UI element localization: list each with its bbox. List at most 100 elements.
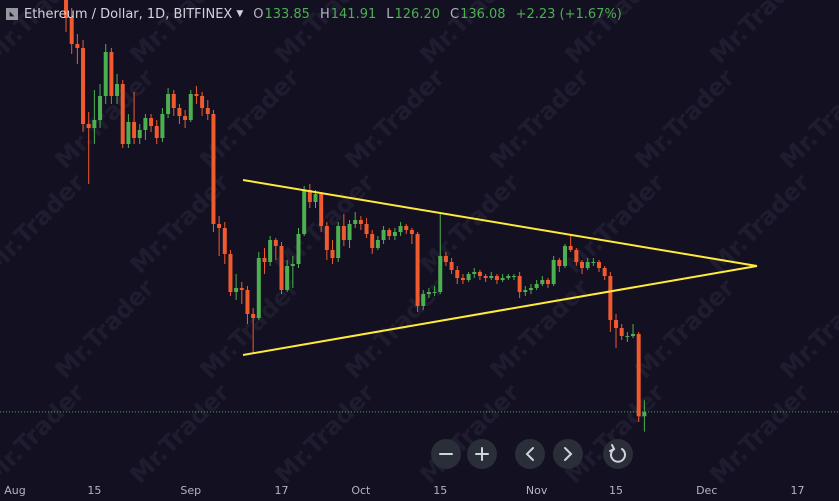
candle-body (330, 250, 335, 258)
candle-body (109, 52, 114, 96)
candle-body (86, 124, 91, 128)
x-tick-label: 17 (790, 484, 804, 497)
candle-body (551, 260, 556, 284)
ohlc-label: O (253, 6, 264, 22)
candle-body (353, 220, 358, 224)
trend-line (242, 179, 758, 267)
candle-body (557, 260, 562, 266)
candles (0, 0, 839, 432)
candle-body (183, 116, 188, 120)
candle-body (602, 268, 607, 276)
candle-body (562, 246, 567, 266)
reset-button[interactable] (603, 439, 633, 469)
candle-body (636, 334, 641, 417)
ohlc-label: H (319, 6, 330, 22)
candle-body (619, 328, 624, 336)
candle-body (523, 290, 528, 292)
candle-body (381, 230, 386, 240)
candle-body (149, 118, 154, 126)
candle-body (205, 108, 210, 114)
candle-body (336, 226, 341, 258)
candle-body (483, 276, 488, 278)
x-tick-label: Dec (696, 484, 717, 497)
candle-body (341, 226, 346, 240)
candle-body (631, 334, 636, 336)
candle-body (154, 126, 159, 138)
candle-body (200, 96, 205, 108)
candle-body (64, 0, 69, 18)
candle-body (222, 228, 227, 254)
candle-body (500, 278, 505, 280)
x-tick-label: Aug (4, 484, 25, 497)
ohlc-value: 126.20 (394, 6, 441, 22)
candle-body (69, 18, 74, 44)
trend-line (242, 265, 758, 356)
candle-body (432, 292, 437, 293)
candle-body (409, 230, 414, 234)
candle-body (614, 320, 619, 328)
candle-body (489, 276, 494, 278)
candle-body (387, 230, 392, 236)
candle-body (319, 194, 324, 226)
candle-body (115, 84, 120, 96)
candle-body (517, 276, 522, 292)
candle-body (585, 262, 590, 268)
candle-body (285, 266, 290, 290)
candle-body (580, 262, 584, 268)
candle-body (534, 284, 539, 288)
candle-body (506, 276, 511, 278)
scroll-left-button[interactable] (515, 439, 545, 469)
candle-body (137, 130, 142, 138)
time-axis: Aug 15 Sep 17 Oct 15 Nov 15 Dec 17 (4, 484, 804, 497)
candle-body (421, 294, 426, 306)
candle-body (625, 336, 630, 337)
zoom-out-button[interactable] (431, 439, 461, 469)
candle-body (370, 234, 375, 248)
candle-body (92, 120, 97, 128)
candle-body (466, 274, 471, 280)
x-tick-label: Nov (526, 484, 548, 497)
candle-body (392, 232, 397, 236)
candle-body (477, 272, 482, 276)
x-tick-label: Oct (351, 484, 371, 497)
candle-body (268, 240, 273, 262)
candle-body (160, 114, 165, 138)
candle-body (251, 314, 256, 318)
ohlc-value: 136.08 (460, 6, 506, 22)
zoom-in-button[interactable] (467, 439, 497, 469)
candle-body (307, 190, 312, 202)
caret-icon[interactable]: ▼ (236, 9, 244, 19)
candle-body (279, 246, 284, 290)
candle-body (177, 108, 182, 116)
candle-body (511, 276, 516, 277)
candle-body (302, 190, 307, 234)
x-tick-label: 15 (609, 484, 623, 497)
candle-body (438, 256, 443, 292)
candle-body (426, 292, 431, 294)
candle-body (171, 94, 176, 108)
candle-body (591, 262, 596, 263)
candle-body (375, 240, 380, 248)
candle-body (194, 94, 199, 96)
candle-body (443, 256, 448, 262)
candle-body (188, 94, 193, 120)
ohlc-label: C (450, 6, 460, 22)
candle-body (472, 272, 477, 274)
x-tick-label: 15 (87, 484, 101, 497)
x-tick-label: 17 (274, 484, 288, 497)
x-tick-label: 15 (433, 484, 447, 497)
candle-body (166, 94, 171, 114)
candle-body (324, 226, 329, 250)
symbol-icon (6, 8, 18, 20)
candle-body (398, 226, 403, 232)
candle-body (217, 224, 222, 228)
candle-body (574, 250, 579, 262)
scroll-right-button[interactable] (553, 439, 583, 469)
change: +2.23 (+1.67%) (515, 6, 622, 22)
candle-body (256, 258, 261, 318)
symbol-title[interactable]: Ethereum / Dollar, 1D, BITFINEX (24, 6, 233, 22)
x-tick-label: Sep (180, 484, 201, 497)
candle-body (120, 84, 125, 144)
candle-body (642, 411, 647, 417)
